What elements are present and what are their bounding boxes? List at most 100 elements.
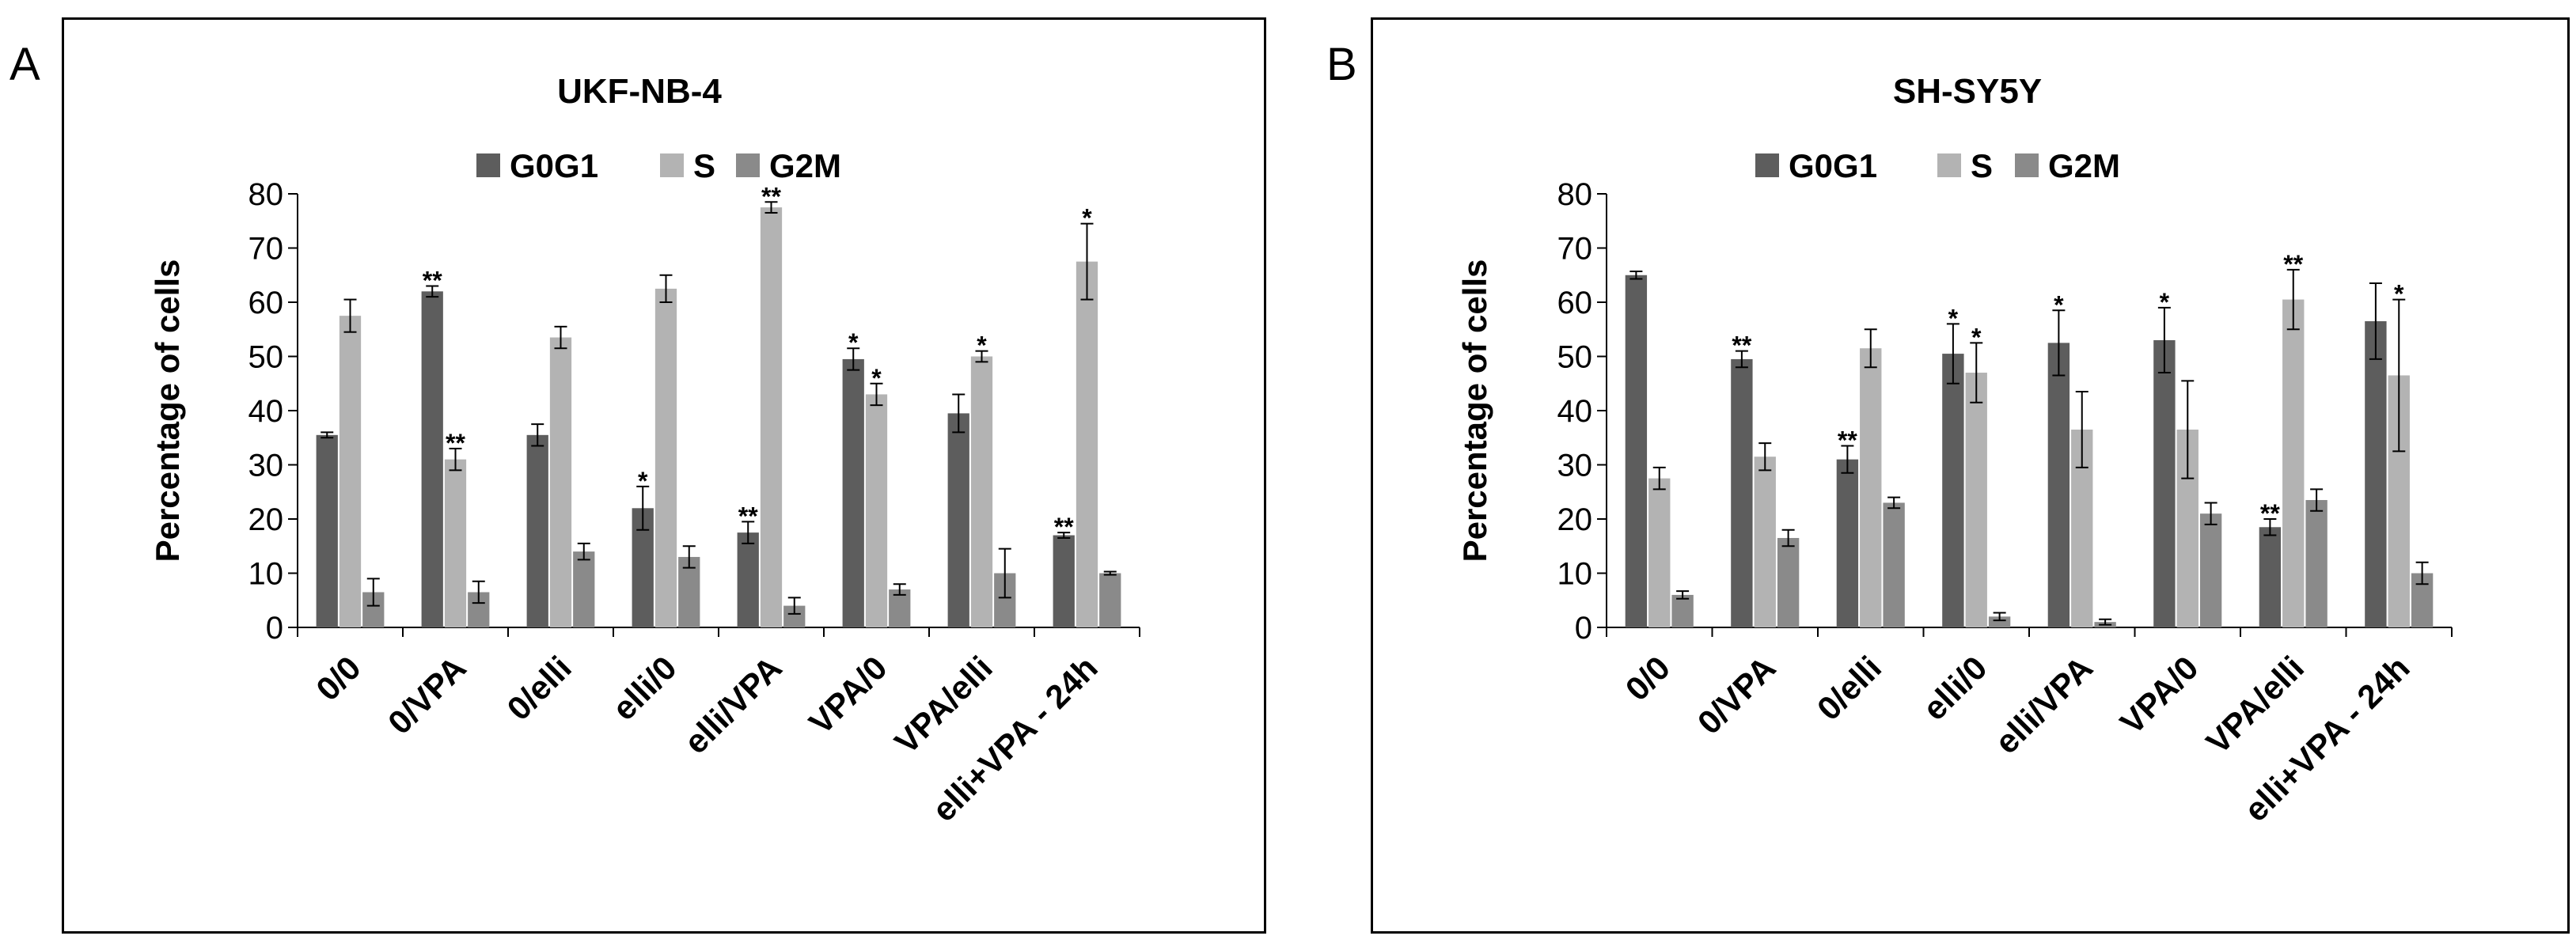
- bar-g2m: [2305, 500, 2328, 627]
- bar-g0g1: [316, 434, 338, 627]
- y-tick-label: 50: [248, 340, 284, 375]
- chart-title: UKF-NB-4: [557, 72, 722, 111]
- significance-mark: *: [1948, 304, 1959, 332]
- bar-s: [444, 459, 467, 627]
- x-category-label: 0/elli: [1810, 649, 1888, 727]
- significance-mark: **: [1732, 332, 1751, 360]
- y-tick-label: 0: [266, 611, 283, 646]
- bar-s: [865, 394, 888, 627]
- legend-label-g0g1: G0G1: [1789, 147, 1877, 184]
- bar-g0g1: [842, 358, 864, 627]
- significance-mark: *: [2054, 290, 2064, 319]
- bar-g0g1: [1053, 535, 1075, 627]
- bar-s: [760, 207, 783, 627]
- legend-label-g2m: G2M: [2048, 147, 2120, 184]
- significance-mark: *: [638, 467, 648, 495]
- significance-mark: **: [423, 266, 442, 294]
- significance-mark: **: [738, 502, 758, 530]
- significance-mark: **: [446, 429, 465, 457]
- y-tick-label: 40: [1557, 394, 1593, 429]
- bar-g0g1: [947, 413, 969, 627]
- legend-swatch-g0g1: [476, 153, 500, 177]
- bar-g0g1: [2153, 339, 2176, 627]
- bar-s: [2282, 299, 2305, 627]
- bar-s: [970, 356, 993, 627]
- x-category-label: 0/0: [1618, 649, 1678, 708]
- significance-mark: **: [1054, 513, 1074, 541]
- bar-g2m: [2199, 513, 2222, 627]
- bar-g2m: [678, 556, 700, 627]
- y-tick-label: 70: [1557, 232, 1593, 267]
- bar-s: [549, 337, 572, 627]
- significance-mark: *: [2160, 288, 2170, 316]
- legend-swatch-s: [660, 153, 684, 177]
- significance-mark: **: [761, 182, 781, 210]
- significance-mark: *: [977, 332, 987, 360]
- bar-g2m: [1883, 502, 1905, 627]
- y-tick-label: 30: [1557, 449, 1593, 483]
- bar-g0g1: [1836, 459, 1859, 627]
- x-category-label: 0/VPA: [1690, 649, 1783, 741]
- bar-g2m: [573, 551, 595, 627]
- significance-mark: *: [1082, 204, 1092, 233]
- bar-g0g1: [2259, 527, 2282, 627]
- bar-s: [1860, 348, 1882, 627]
- y-tick-label: 70: [248, 232, 284, 267]
- bar-g2m: [1777, 537, 1800, 627]
- y-axis-label: Percentage of cells: [1456, 260, 1493, 563]
- y-tick-label: 60: [248, 286, 284, 320]
- bar-g0g1: [421, 291, 443, 627]
- panel-letter-a: A: [9, 39, 40, 90]
- y-tick-label: 80: [248, 177, 284, 212]
- significance-mark: **: [2283, 250, 2303, 278]
- significance-mark: *: [848, 328, 859, 357]
- y-tick-label: 0: [1575, 611, 1592, 646]
- y-tick-label: 60: [1557, 286, 1593, 320]
- y-tick-label: 80: [1557, 177, 1593, 212]
- bar-s: [654, 288, 677, 627]
- significance-mark: **: [1838, 426, 1857, 455]
- significance-mark: *: [871, 364, 882, 392]
- legend-swatch-g2m: [2015, 153, 2039, 177]
- y-tick-label: 20: [248, 502, 284, 537]
- legend-swatch-s: [1937, 153, 1961, 177]
- bar-g0g1: [2365, 320, 2387, 627]
- x-category-label: VPA/0: [2113, 649, 2206, 741]
- bar-g0g1: [2047, 343, 2070, 627]
- bar-g0g1: [1942, 354, 1964, 627]
- y-axis-label: Percentage of cells: [149, 260, 186, 563]
- legend-label-s: S: [1971, 147, 1993, 184]
- significance-mark: *: [2394, 280, 2404, 309]
- bar-g0g1: [737, 532, 759, 627]
- bar-s: [1754, 457, 1776, 627]
- bar-s: [1648, 478, 1671, 627]
- bar-g2m: [1671, 594, 1694, 627]
- x-category-label: elli/0: [1915, 649, 1994, 727]
- y-tick-label: 10: [248, 557, 284, 592]
- y-tick-label: 30: [248, 449, 284, 483]
- bar-g0g1: [1625, 275, 1648, 627]
- legend-swatch-g0g1: [1755, 153, 1779, 177]
- significance-mark: *: [1971, 323, 1982, 351]
- legend-label-g2m: G2M: [769, 147, 841, 184]
- legend-swatch-g2m: [736, 153, 760, 177]
- bar-s: [1076, 261, 1098, 627]
- x-category-label: elli/VPA: [1988, 649, 2100, 761]
- y-tick-label: 40: [248, 394, 284, 429]
- bar-g2m: [889, 589, 911, 627]
- legend-label-s: S: [693, 147, 715, 184]
- y-tick-label: 10: [1557, 557, 1593, 592]
- legend-label-g0g1: G0G1: [510, 147, 598, 184]
- bar-g0g1: [1731, 358, 1753, 627]
- chart-title: SH-SY5Y: [1893, 72, 2042, 111]
- significance-mark: **: [2260, 499, 2280, 528]
- bar-s: [1965, 373, 1987, 627]
- panel-letter-b: B: [1326, 39, 1357, 90]
- y-tick-label: 50: [1557, 340, 1593, 375]
- bar-g0g1: [526, 434, 548, 627]
- bar-g2m: [1988, 616, 2011, 627]
- bar-g2m: [1099, 573, 1121, 627]
- bar-s: [339, 316, 362, 627]
